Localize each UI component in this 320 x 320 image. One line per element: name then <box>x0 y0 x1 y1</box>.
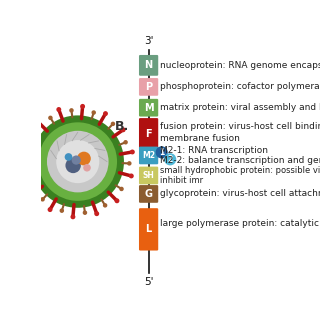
Circle shape <box>115 198 119 203</box>
Text: phosphoprotein: cofactor polymerase: phosphoprotein: cofactor polymerase <box>160 83 320 92</box>
FancyBboxPatch shape <box>139 185 158 203</box>
Text: matrix protein: viral assembly and bud: matrix protein: viral assembly and bud <box>160 103 320 112</box>
FancyBboxPatch shape <box>139 208 158 251</box>
FancyBboxPatch shape <box>139 147 158 164</box>
Circle shape <box>38 122 117 201</box>
Circle shape <box>70 214 76 219</box>
FancyBboxPatch shape <box>139 55 158 76</box>
Circle shape <box>103 111 108 116</box>
Circle shape <box>49 116 52 119</box>
Text: 1: 1 <box>159 148 164 157</box>
Circle shape <box>129 173 134 179</box>
Circle shape <box>121 127 126 132</box>
Circle shape <box>84 165 90 171</box>
FancyBboxPatch shape <box>139 78 158 96</box>
Text: 3': 3' <box>144 36 153 46</box>
Text: 5': 5' <box>144 277 153 287</box>
Text: SH: SH <box>143 171 155 180</box>
Circle shape <box>65 153 72 161</box>
Circle shape <box>28 180 31 182</box>
Circle shape <box>21 169 26 174</box>
Text: L: L <box>146 224 152 234</box>
Circle shape <box>124 141 127 144</box>
Circle shape <box>111 122 115 125</box>
Text: small hydrophobic protein: possible vi: small hydrophobic protein: possible vi <box>160 165 320 175</box>
Circle shape <box>47 131 108 192</box>
Circle shape <box>120 188 123 190</box>
Text: M: M <box>144 103 153 113</box>
Circle shape <box>56 140 99 183</box>
Text: nucleoprotein: RNA genome encapsida: nucleoprotein: RNA genome encapsida <box>160 61 320 70</box>
FancyBboxPatch shape <box>139 99 158 116</box>
Text: fusion protein: virus-host cell binding: fusion protein: virus-host cell binding <box>160 122 320 131</box>
FancyBboxPatch shape <box>139 167 158 184</box>
Text: large polymerase protein: catalytic ac: large polymerase protein: catalytic ac <box>160 219 320 228</box>
Circle shape <box>70 109 73 112</box>
Circle shape <box>66 158 81 173</box>
Text: P: P <box>145 82 152 92</box>
Text: F: F <box>145 129 152 139</box>
Circle shape <box>130 149 135 155</box>
Circle shape <box>80 104 85 109</box>
Circle shape <box>23 140 28 145</box>
Text: G: G <box>145 189 153 199</box>
Text: N: N <box>145 60 153 70</box>
Circle shape <box>72 156 81 165</box>
Circle shape <box>25 153 28 156</box>
Circle shape <box>94 211 99 216</box>
Circle shape <box>84 211 86 214</box>
FancyBboxPatch shape <box>139 118 158 150</box>
Circle shape <box>78 152 90 165</box>
Circle shape <box>32 116 124 208</box>
Text: membrane fusion: membrane fusion <box>160 134 240 143</box>
Circle shape <box>104 204 107 207</box>
Circle shape <box>41 198 44 201</box>
Text: 2: 2 <box>168 155 173 164</box>
Circle shape <box>92 111 95 114</box>
Text: M2: M2 <box>142 151 155 160</box>
Text: M2-1: RNA transcription: M2-1: RNA transcription <box>160 146 268 155</box>
Circle shape <box>165 154 176 165</box>
Circle shape <box>56 107 61 112</box>
Text: M2-2: balance transcription and gen: M2-2: balance transcription and gen <box>160 156 320 165</box>
Text: B.: B. <box>115 120 129 133</box>
Text: inhibit imr: inhibit imr <box>160 176 203 185</box>
Circle shape <box>32 133 36 136</box>
Circle shape <box>48 207 52 212</box>
Circle shape <box>60 209 63 212</box>
Circle shape <box>36 120 41 125</box>
Circle shape <box>30 191 35 196</box>
Text: glycoprotein: virus-host cell attachmen: glycoprotein: virus-host cell attachmen <box>160 189 320 198</box>
Circle shape <box>128 162 131 165</box>
Circle shape <box>156 147 167 158</box>
